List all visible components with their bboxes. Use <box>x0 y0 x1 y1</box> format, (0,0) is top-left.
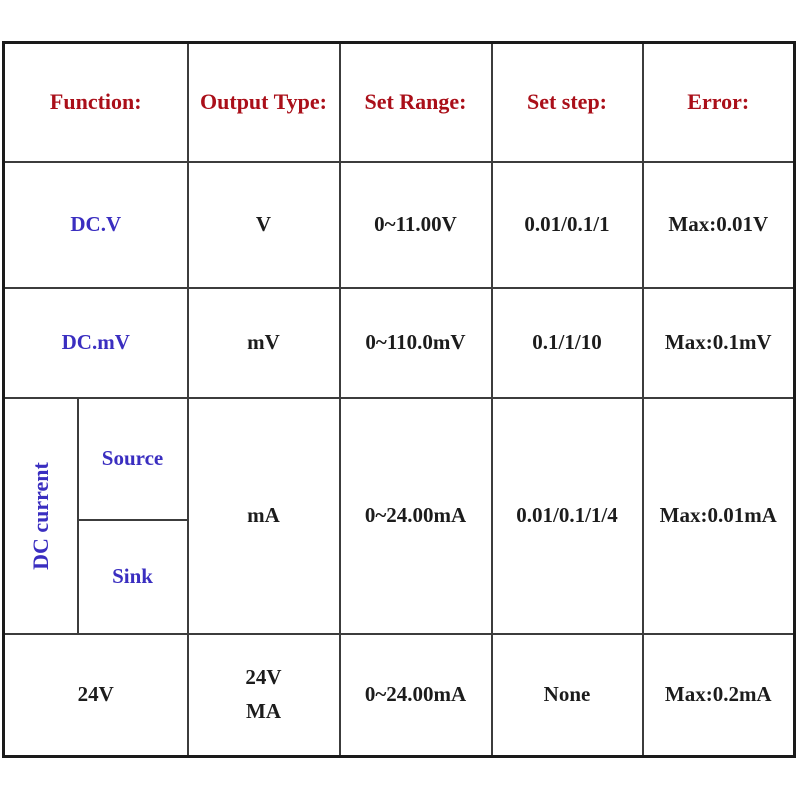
cell-sink: Sink <box>76 518 189 635</box>
cell-dc-current-set-range: 0~24.00mA <box>338 396 493 635</box>
table-row-dcv: DC.V V 0~11.00V 0.01/0.1/1 Max:0.01V <box>2 160 796 289</box>
cell-dcv-set-range: 0~11.00V <box>338 160 493 289</box>
cell-dcmv-set-range: 0~110.0mV <box>338 286 493 399</box>
cell-24v-output-type: 24V MA <box>186 632 341 758</box>
header-output-type: Output Type: <box>186 41 341 163</box>
cell-24v-error: Max:0.2mA <box>641 632 796 758</box>
cell-dc-current-error: Max:0.01mA <box>641 396 796 635</box>
cell-24v-set-step: None <box>490 632 644 758</box>
cell-24v-set-range: 0~24.00mA <box>338 632 493 758</box>
cell-dcv-function: DC.V <box>2 160 189 289</box>
header-error: Error: <box>641 41 796 163</box>
cell-source: Source <box>76 396 189 521</box>
cell-dcv-output-type: V <box>186 160 341 289</box>
header-function: Function: <box>2 41 189 163</box>
table-row-24v: 24V 24V MA 0~24.00mA None Max:0.2mA <box>2 632 796 758</box>
dc-current-rotated-label: DC current <box>27 461 53 570</box>
table-row-dcmv: DC.mV mV 0~110.0mV 0.1/1/10 Max:0.1mV <box>2 286 796 399</box>
cell-dcv-error: Max:0.01V <box>641 160 796 289</box>
table-row-dc-current-source: DC current Source mA 0~24.00mA 0.01/0.1/… <box>2 396 796 635</box>
cell-dcmv-error: Max:0.1mV <box>641 286 796 399</box>
cell-dcmv-function: DC.mV <box>2 286 189 399</box>
spec-table: Function: Output Type: Set Range: Set st… <box>2 41 796 758</box>
cell-dc-current-group: DC current <box>2 396 79 635</box>
header-row: Function: Output Type: Set Range: Set st… <box>2 41 796 163</box>
table-row-dc-current-sink: Sink <box>4 518 795 635</box>
cell-24v-function: 24V <box>2 632 189 758</box>
cell-dcmv-set-step: 0.1/1/10 <box>490 286 644 399</box>
cell-dc-current-output-type: mA <box>186 396 341 635</box>
cell-dcv-set-step: 0.01/0.1/1 <box>490 160 644 289</box>
cell-dc-current-set-step: 0.01/0.1/1/4 <box>490 396 644 635</box>
cell-dcmv-output-type: mV <box>186 286 341 399</box>
header-set-step: Set step: <box>490 41 644 163</box>
header-set-range: Set Range: <box>338 41 493 163</box>
